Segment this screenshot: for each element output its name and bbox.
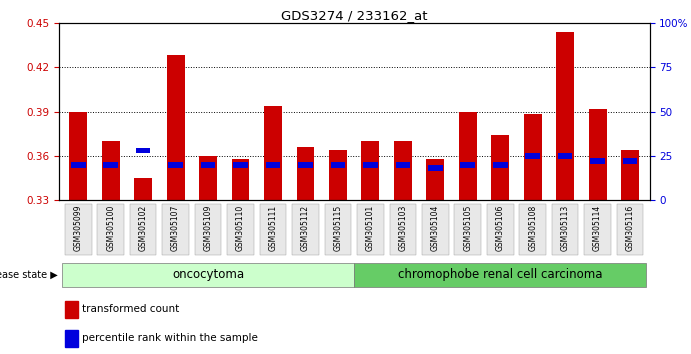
Bar (296, 147, 314, 200)
Bar (136, 148, 151, 153)
Bar (357, 204, 384, 255)
Bar (525, 153, 540, 159)
Text: GSM305100: GSM305100 (106, 205, 115, 251)
Bar (460, 162, 475, 167)
Text: GSM305107: GSM305107 (171, 205, 180, 251)
Bar (455, 204, 481, 255)
Text: percentile rank within the sample: percentile rank within the sample (82, 333, 258, 343)
Bar (390, 204, 416, 255)
Bar (520, 204, 546, 255)
Bar (130, 204, 156, 255)
Bar (97, 204, 124, 255)
Bar (65, 330, 77, 347)
Bar (231, 159, 249, 200)
Bar (69, 112, 87, 200)
Bar (590, 158, 605, 164)
Bar (298, 162, 313, 167)
Bar (169, 162, 183, 167)
Bar (395, 162, 410, 167)
Bar (71, 162, 86, 167)
Bar (623, 158, 637, 164)
Text: GSM305110: GSM305110 (236, 205, 245, 251)
Text: GSM305106: GSM305106 (495, 205, 504, 251)
Bar (65, 204, 91, 255)
Bar (493, 162, 507, 167)
Bar (65, 301, 77, 318)
Text: chromophobe renal cell carcinoma: chromophobe renal cell carcinoma (398, 268, 603, 281)
Text: GSM305112: GSM305112 (301, 205, 310, 251)
Bar (329, 150, 347, 200)
Bar (363, 162, 378, 167)
Text: GSM305111: GSM305111 (269, 205, 278, 251)
Text: GSM305101: GSM305101 (366, 205, 375, 251)
Bar (234, 162, 248, 167)
Bar (199, 156, 217, 200)
Bar (426, 159, 444, 200)
Text: disease state ▶: disease state ▶ (0, 270, 57, 280)
Bar (491, 135, 509, 200)
Text: GSM305115: GSM305115 (333, 205, 343, 251)
Text: GSM305114: GSM305114 (593, 205, 602, 251)
Bar (589, 109, 607, 200)
Bar (459, 112, 477, 200)
Bar (585, 204, 611, 255)
Bar (361, 141, 379, 200)
Text: GSM305113: GSM305113 (560, 205, 569, 251)
Bar (325, 204, 351, 255)
Bar (524, 114, 542, 200)
Bar (354, 263, 646, 287)
Text: transformed count: transformed count (82, 304, 180, 314)
Text: GSM305099: GSM305099 (74, 205, 83, 251)
Bar (264, 105, 282, 200)
Text: GSM305109: GSM305109 (204, 205, 213, 251)
Bar (227, 204, 254, 255)
Bar (260, 204, 286, 255)
Bar (428, 165, 443, 171)
Text: GSM305103: GSM305103 (398, 205, 407, 251)
Bar (201, 162, 216, 167)
Text: GSM305108: GSM305108 (528, 205, 537, 251)
Bar (621, 150, 639, 200)
Bar (102, 141, 120, 200)
Title: GDS3274 / 233162_at: GDS3274 / 233162_at (281, 9, 428, 22)
Text: GSM305105: GSM305105 (463, 205, 472, 251)
Bar (104, 162, 118, 167)
Bar (265, 162, 281, 167)
Text: GSM305102: GSM305102 (139, 205, 148, 251)
Bar (195, 204, 221, 255)
Bar (62, 263, 354, 287)
Bar (558, 153, 572, 159)
Bar (552, 204, 578, 255)
Text: GSM305116: GSM305116 (625, 205, 634, 251)
Bar (394, 141, 412, 200)
Text: oncocytoma: oncocytoma (172, 268, 244, 281)
Bar (422, 204, 448, 255)
Bar (330, 162, 346, 167)
Bar (556, 32, 574, 200)
Bar (134, 178, 152, 200)
Bar (167, 56, 184, 200)
Bar (162, 204, 189, 255)
Bar (617, 204, 643, 255)
Bar (487, 204, 513, 255)
Text: GSM305104: GSM305104 (430, 205, 439, 251)
Bar (292, 204, 319, 255)
